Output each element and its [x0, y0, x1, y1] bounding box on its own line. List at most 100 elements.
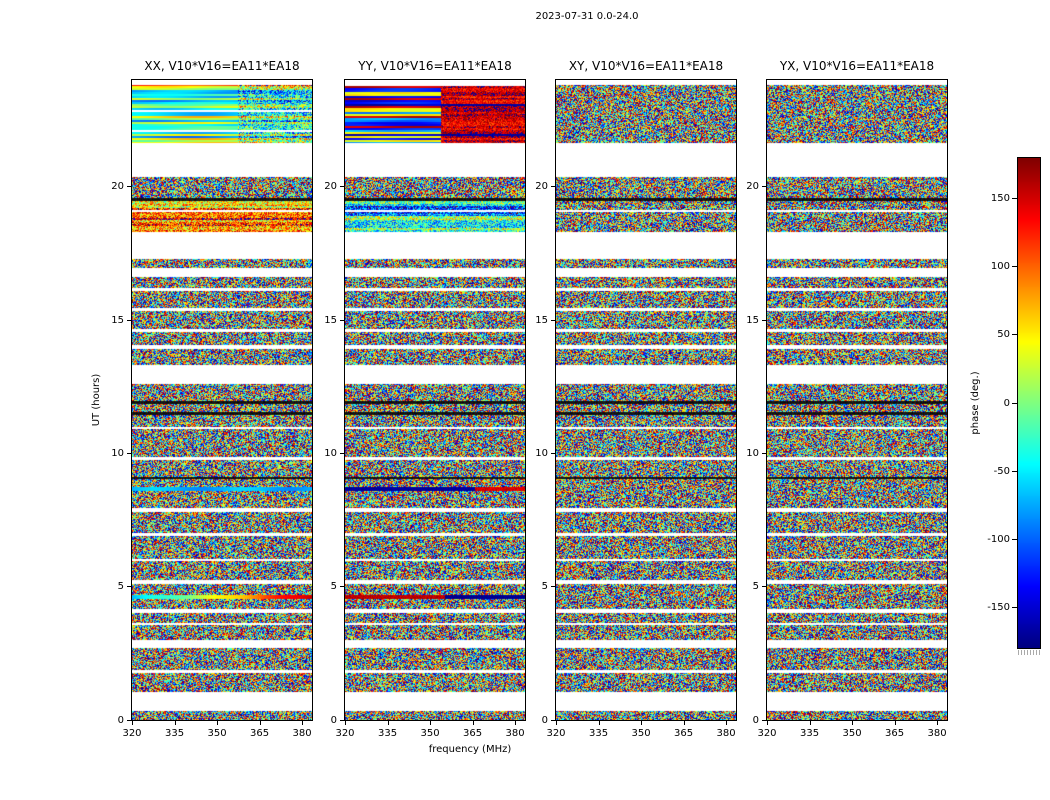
- y-tick-label-YY-10: 10: [324, 447, 337, 459]
- x-axis-label: frequency (MHz): [428, 744, 512, 755]
- y-tick-label-YX-5: 5: [752, 581, 759, 593]
- panel-frame-YX: [766, 79, 948, 721]
- y-tick-label-YX-10: 10: [746, 447, 759, 459]
- colorbar-tick-label-100: 100: [990, 261, 1010, 273]
- colorbar-tick-label--50: -50: [993, 465, 1010, 477]
- y-tick-XY-0: [551, 719, 555, 721]
- y-tick-label-XX-15: 15: [111, 314, 124, 326]
- panel-heatmap-XX: [132, 80, 312, 720]
- panel-frame-YY: [344, 79, 526, 721]
- y-tick-YX-20: [762, 186, 766, 188]
- x-tick-label-XX-350: 350: [207, 728, 227, 739]
- panel-heatmap-XY: [556, 80, 736, 720]
- x-tick-label-XY-365: 365: [674, 728, 694, 739]
- x-tick-label-YY-380: 380: [505, 728, 525, 739]
- x-tick-XX-320: [132, 721, 133, 725]
- y-tick-label-XY-10: 10: [535, 447, 548, 459]
- x-tick-label-YX-320: 320: [757, 728, 777, 739]
- colorbar-tick-100: [1012, 266, 1017, 268]
- y-tick-label-YX-20: 20: [746, 181, 759, 193]
- colorbar-tick--100: [1012, 538, 1017, 540]
- x-tick-YY-380: [515, 721, 517, 725]
- y-tick-YY-20: [340, 186, 344, 188]
- y-tick-YX-0: [762, 719, 766, 721]
- colorbar-frame: [1017, 157, 1041, 649]
- x-tick-label-YX-380: 380: [927, 728, 947, 739]
- x-tick-YY-365: [472, 721, 474, 725]
- x-tick-XX-335: [174, 721, 176, 725]
- x-tick-YY-350: [430, 721, 432, 725]
- colorbar-tick-label--150: -150: [987, 601, 1010, 613]
- y-tick-YX-5: [762, 586, 766, 588]
- x-tick-XX-350: [217, 721, 219, 725]
- y-tick-label-XY-0: 0: [541, 714, 548, 726]
- y-tick-XX-10: [127, 452, 131, 454]
- y-tick-label-XY-5: 5: [541, 581, 548, 593]
- x-tick-label-YY-320: 320: [335, 728, 355, 739]
- x-tick-YX-335: [809, 721, 811, 725]
- x-tick-label-YX-365: 365: [885, 728, 905, 739]
- x-tick-label-XX-380: 380: [292, 728, 312, 739]
- panel-title-XX: XX, V10*V16=EA11*EA18: [144, 59, 300, 73]
- y-tick-YY-5: [340, 586, 344, 588]
- panel-frame-XX: [131, 79, 313, 721]
- y-tick-XX-20: [127, 186, 131, 188]
- x-tick-XX-380: [302, 721, 304, 725]
- x-tick-YX-320: [767, 721, 768, 725]
- x-tick-XX-365: [259, 721, 261, 725]
- y-tick-XX-15: [127, 319, 131, 321]
- y-tick-label-XX-10: 10: [111, 447, 124, 459]
- colorbar-tick-label-50: 50: [997, 329, 1010, 341]
- y-tick-YX-10: [762, 452, 766, 454]
- y-axis-label: UT (hours): [91, 373, 102, 427]
- colorbar-tick--150: [1012, 606, 1017, 608]
- colorbar-gradient: [1018, 158, 1040, 648]
- y-tick-XX-0: [127, 719, 131, 721]
- x-tick-YX-365: [894, 721, 896, 725]
- x-tick-label-XY-380: 380: [716, 728, 736, 739]
- x-tick-label-XY-320: 320: [546, 728, 566, 739]
- x-tick-XY-320: [556, 721, 557, 725]
- y-tick-YY-15: [340, 319, 344, 321]
- y-tick-label-XX-0: 0: [117, 714, 124, 726]
- x-tick-label-YY-335: 335: [377, 728, 398, 739]
- y-tick-label-XY-20: 20: [535, 181, 548, 193]
- colorbar-tick-50: [1012, 334, 1017, 336]
- y-tick-YY-0: [340, 719, 344, 721]
- x-tick-YX-380: [937, 721, 939, 725]
- y-tick-label-XX-5: 5: [117, 581, 124, 593]
- y-tick-XX-5: [127, 586, 131, 588]
- figure-title: 2023-07-31 0.0-24.0: [535, 11, 639, 22]
- panel-title-YX: YX, V10*V16=EA11*EA18: [779, 59, 935, 73]
- colorbar-tick-label-0: 0: [1003, 397, 1010, 409]
- y-tick-label-YY-20: 20: [324, 181, 337, 193]
- x-tick-XY-350: [641, 721, 643, 725]
- x-tick-YX-350: [852, 721, 854, 725]
- panel-heatmap-YX: [767, 80, 947, 720]
- x-tick-label-XX-335: 335: [164, 728, 185, 739]
- y-tick-XY-15: [551, 319, 555, 321]
- x-tick-label-YY-365: 365: [463, 728, 483, 739]
- x-tick-label-YY-350: 350: [420, 728, 440, 739]
- y-tick-label-YY-0: 0: [330, 714, 337, 726]
- y-tick-YY-10: [340, 452, 344, 454]
- y-tick-label-YX-0: 0: [752, 714, 759, 726]
- y-tick-label-YY-15: 15: [324, 314, 337, 326]
- x-tick-XY-335: [598, 721, 600, 725]
- x-tick-YY-320: [345, 721, 346, 725]
- y-tick-YX-15: [762, 319, 766, 321]
- panel-frame-XY: [555, 79, 737, 721]
- y-tick-XY-20: [551, 186, 555, 188]
- x-tick-label-XY-350: 350: [631, 728, 651, 739]
- x-tick-XY-365: [683, 721, 685, 725]
- colorbar-tick-label--100: -100: [987, 533, 1010, 545]
- y-tick-label-YX-15: 15: [746, 314, 759, 326]
- y-tick-XY-10: [551, 452, 555, 454]
- y-tick-label-XX-20: 20: [111, 181, 124, 193]
- colorbar-tick-label-150: 150: [990, 193, 1010, 205]
- y-tick-label-XY-15: 15: [535, 314, 548, 326]
- colorbar-extension: [1018, 650, 1040, 655]
- colorbar-tick-0: [1012, 402, 1017, 404]
- colorbar-tick--50: [1012, 470, 1017, 472]
